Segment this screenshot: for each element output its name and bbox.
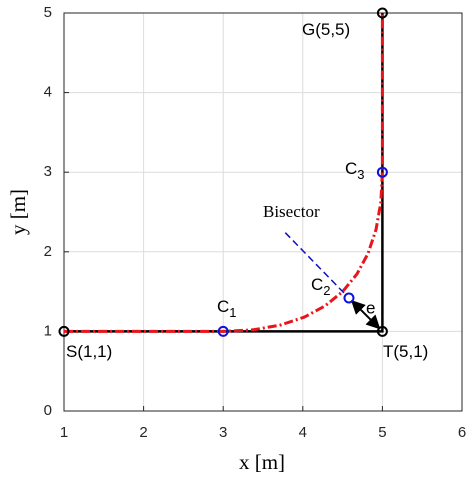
y-tick-label: 3 [44,163,52,180]
y-tick-label: 0 [44,402,52,419]
point-label: C1 [217,297,237,320]
point-label-text: G(5,5) [302,20,350,39]
point-marker [376,325,388,337]
point-label-subscript: 3 [357,167,364,182]
point-label-text: T(5,1) [383,342,428,361]
arrow-label: e [366,298,375,317]
x-tick-label: 6 [458,424,466,441]
point-label: G(5,5) [302,20,350,39]
y-tick-label: 1 [44,322,52,339]
point-marker [376,166,388,178]
x-tick-label: 2 [139,424,147,441]
bisector-label: Bisector [263,202,320,221]
y-tick-label: 5 [44,4,52,21]
y-axis-label: y [m] [6,189,30,235]
x-tick-label: 4 [299,424,307,441]
point-label: S(1,1) [66,342,112,361]
point-marker [217,325,229,337]
point-label-text: C [217,297,229,316]
error-arrow [350,299,381,330]
bisector-line [284,232,348,297]
point-marker [343,292,355,304]
y-tick-label: 4 [44,84,52,101]
point-marker [58,325,70,337]
point-label-text: C [311,275,323,294]
x-axis-label: x [m] [239,450,285,474]
y-tick-label: 2 [44,243,52,260]
x-tick-label: 1 [60,424,68,441]
x-tick-label: 5 [378,424,386,441]
point-label: C3 [345,159,365,182]
point-marker [376,7,388,19]
point-label: C2 [311,275,331,298]
point-label-subscript: 1 [229,305,236,320]
point-label-subscript: 2 [323,283,330,298]
series-line [64,13,384,333]
plot-frame [63,12,463,412]
x-tick-label: 3 [219,424,227,441]
point-label: T(5,1) [383,342,428,361]
point-label-text: C [345,159,357,178]
point-label-text: S(1,1) [66,342,112,361]
